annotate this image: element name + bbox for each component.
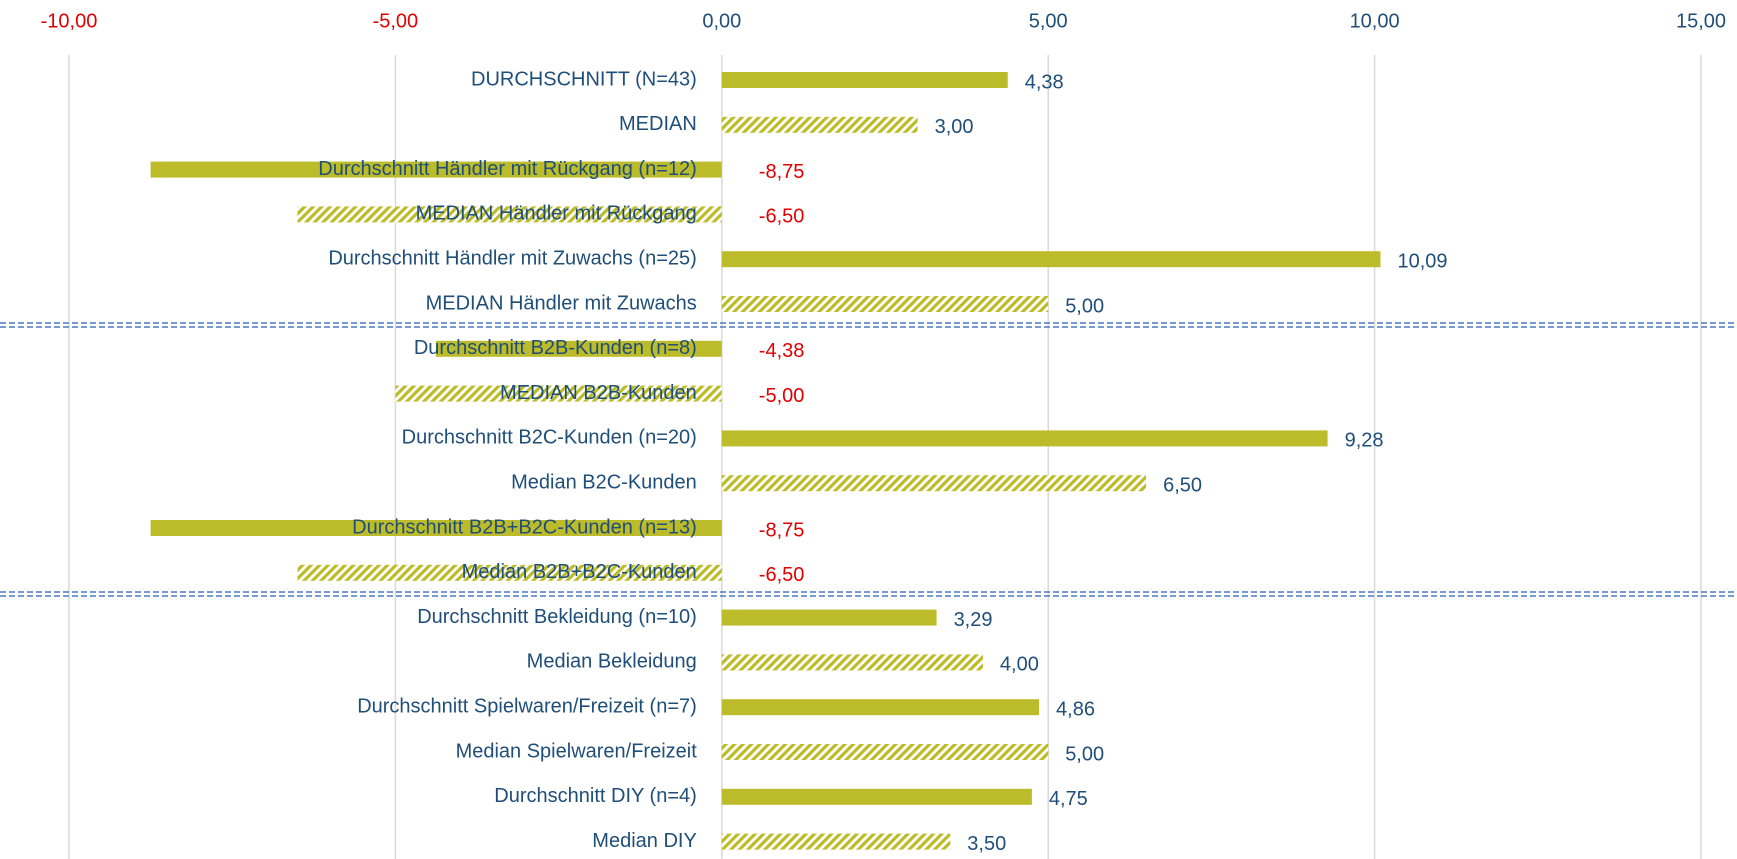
x-tick-label: 5,00: [1029, 10, 1068, 32]
category-label: Median Spielwaren/Freizeit: [456, 740, 698, 762]
category-label: Durchschnitt Spielwaren/Freizeit (n=7): [357, 695, 697, 717]
category-label: Durchschnitt B2B-Kunden (n=8): [414, 337, 697, 359]
bar: [435, 340, 722, 357]
bar: [721, 833, 951, 850]
value-label: 9,28: [1345, 430, 1384, 452]
x-tick-label: -10,00: [41, 10, 98, 32]
bar: [721, 251, 1381, 268]
value-label: 3,29: [954, 609, 993, 631]
value-label: -6,50: [759, 564, 805, 586]
category-label: Median DIY: [592, 830, 697, 852]
bar: [395, 385, 722, 402]
category-label: MEDIAN Händler mit Rückgang: [416, 203, 697, 225]
category-label: MEDIAN Händler mit Zuwachs: [426, 292, 697, 314]
value-label: -5,00: [759, 385, 805, 407]
x-tick-label: 0,00: [702, 10, 741, 32]
bar: [721, 296, 1049, 312]
value-label: -8,75: [759, 519, 805, 541]
bar: [721, 116, 918, 133]
bar: [721, 744, 1049, 760]
category-label: Durchschnitt DIY (n=4): [494, 785, 697, 807]
category-label: Durchschnitt Händler mit Zuwachs (n=25): [328, 247, 696, 269]
bar: [150, 520, 722, 536]
value-label: 3,00: [935, 116, 974, 138]
value-label: 3,50: [967, 833, 1006, 855]
bar: [721, 788, 1032, 805]
bar: [297, 206, 722, 223]
category-label: MEDIAN: [619, 113, 697, 135]
value-label: 4,00: [1000, 654, 1039, 676]
value-label: 5,00: [1065, 295, 1104, 317]
value-label: 10,09: [1397, 250, 1447, 272]
bar: [721, 609, 937, 626]
value-label: 5,00: [1065, 743, 1104, 765]
value-label: -8,75: [759, 161, 805, 183]
bar: [721, 475, 1147, 492]
category-label: Durchschnitt B2C-Kunden (n=20): [402, 427, 697, 449]
category-label: Median B2C-Kunden: [511, 471, 697, 493]
value-label: -6,50: [759, 206, 805, 228]
value-label: 6,50: [1163, 474, 1202, 496]
bar: [297, 564, 722, 581]
bar: [721, 430, 1328, 447]
category-label: Durchschnitt B2B+B2C-Kunden (n=13): [352, 516, 697, 538]
category-label: Median Bekleidung: [527, 651, 697, 673]
bar: [150, 161, 722, 178]
x-tick-label: 15,00: [1676, 10, 1726, 32]
x-tick-label: 10,00: [1350, 10, 1400, 32]
category-label: DURCHSCHNITT (N=43): [471, 68, 697, 90]
bar: [721, 699, 1040, 716]
category-label: Median B2B+B2C-Kunden: [462, 561, 697, 583]
bar: [721, 654, 983, 671]
value-label: -4,38: [759, 340, 805, 362]
x-tick-label: -5,00: [373, 10, 419, 32]
category-label: MEDIAN B2B-Kunden: [500, 382, 697, 404]
bar: [721, 72, 1008, 88]
value-label: 4,75: [1049, 788, 1088, 810]
category-label: Durchschnitt Händler mit Rückgang (n=12): [318, 158, 697, 180]
value-label: 4,38: [1025, 71, 1064, 93]
category-label: Durchschnitt Bekleidung (n=10): [417, 606, 697, 628]
value-label: 4,86: [1056, 698, 1095, 720]
